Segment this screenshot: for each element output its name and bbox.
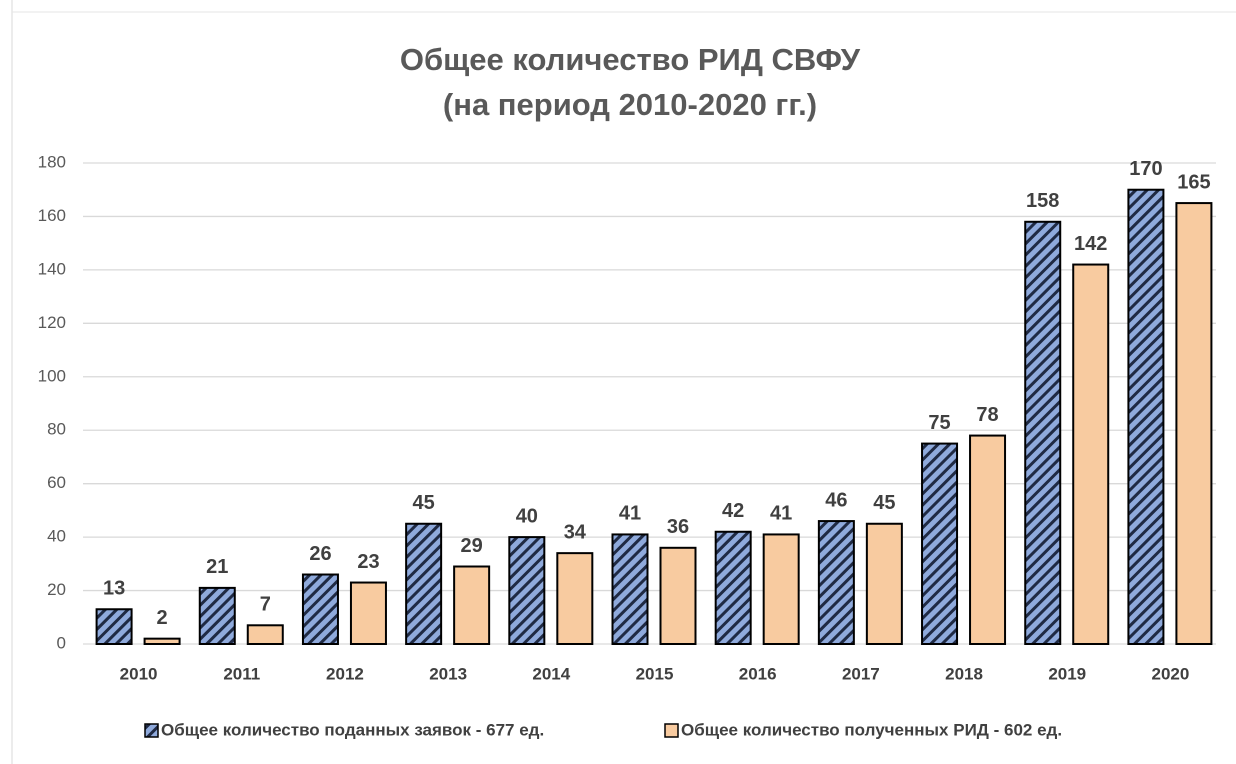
- chart-title: Общее количество РИД СВФУ: [400, 42, 861, 77]
- bar: [817, 520, 855, 645]
- data-label: 170: [1129, 158, 1162, 180]
- data-label: 23: [357, 551, 379, 573]
- bar: [611, 533, 649, 646]
- y-tick-label: 160: [38, 206, 66, 225]
- data-label: 75: [928, 412, 950, 434]
- y-tick-label: 140: [38, 259, 66, 278]
- data-label: 21: [206, 556, 228, 578]
- bar: [1175, 202, 1213, 645]
- y-tick-label: 20: [47, 580, 66, 599]
- y-tick-label: 0: [57, 633, 66, 652]
- data-label: 45: [413, 492, 435, 514]
- bar: [1127, 188, 1165, 645]
- bar: [762, 533, 800, 646]
- bar: [1024, 220, 1062, 646]
- data-label: 45: [873, 492, 895, 514]
- bar: [865, 522, 903, 645]
- data-label: 13: [103, 578, 125, 600]
- y-tick-label: 120: [38, 313, 66, 332]
- bar: [349, 581, 387, 645]
- bar: [659, 546, 697, 645]
- bar: [198, 586, 236, 646]
- legend-label: Общее количество полученных РИД - 602 ед…: [681, 720, 1062, 739]
- x-tick-label: 2019: [1048, 664, 1086, 683]
- x-tick-label: 2015: [636, 664, 674, 683]
- bar: [969, 434, 1007, 646]
- x-tick-label: 2017: [842, 664, 880, 683]
- data-label: 142: [1074, 233, 1107, 255]
- data-label: 78: [976, 404, 998, 426]
- bar: [95, 608, 133, 645]
- chart-subtitle: (на период 2010-2020 гг.): [443, 87, 817, 122]
- y-tick-label: 180: [38, 152, 66, 171]
- data-label: 165: [1177, 171, 1210, 193]
- bar: [508, 536, 546, 645]
- x-tick-label: 2013: [429, 664, 467, 683]
- y-tick-label: 100: [38, 366, 66, 385]
- x-tick-label: 2011: [223, 664, 260, 683]
- x-tick-label: 2020: [1151, 664, 1189, 683]
- x-tick-label: 2014: [532, 664, 570, 683]
- data-label: 46: [825, 489, 847, 511]
- bar: [453, 565, 491, 645]
- bar: [921, 442, 959, 646]
- y-tick-label: 40: [47, 527, 66, 546]
- legend-swatch: [664, 723, 679, 738]
- data-label: 26: [309, 543, 331, 565]
- data-label: 34: [564, 521, 587, 543]
- x-tick-label: 2016: [739, 664, 777, 683]
- bar: [1072, 263, 1110, 645]
- bar: [405, 522, 443, 645]
- data-label: 36: [667, 516, 689, 538]
- x-tick-label: 2012: [326, 664, 364, 683]
- data-label: 42: [722, 500, 744, 522]
- data-label: 2: [157, 607, 168, 629]
- data-label: 40: [516, 505, 538, 527]
- bar: [714, 530, 752, 645]
- bar: [301, 573, 339, 645]
- data-label: 29: [461, 535, 483, 557]
- legend-label: Общее количество поданных заявок - 677 е…: [161, 720, 544, 739]
- legend-swatch: [144, 723, 159, 738]
- bar: [246, 624, 284, 645]
- data-label: 41: [770, 503, 792, 525]
- y-tick-label: 80: [47, 420, 66, 439]
- data-label: 158: [1026, 190, 1059, 212]
- x-tick-label: 2010: [120, 664, 158, 683]
- x-tick-label: 2018: [945, 664, 983, 683]
- bar: [143, 637, 181, 646]
- bar: [556, 552, 594, 646]
- y-tick-label: 60: [47, 473, 66, 492]
- data-label: 7: [260, 594, 271, 616]
- data-label: 41: [619, 503, 641, 525]
